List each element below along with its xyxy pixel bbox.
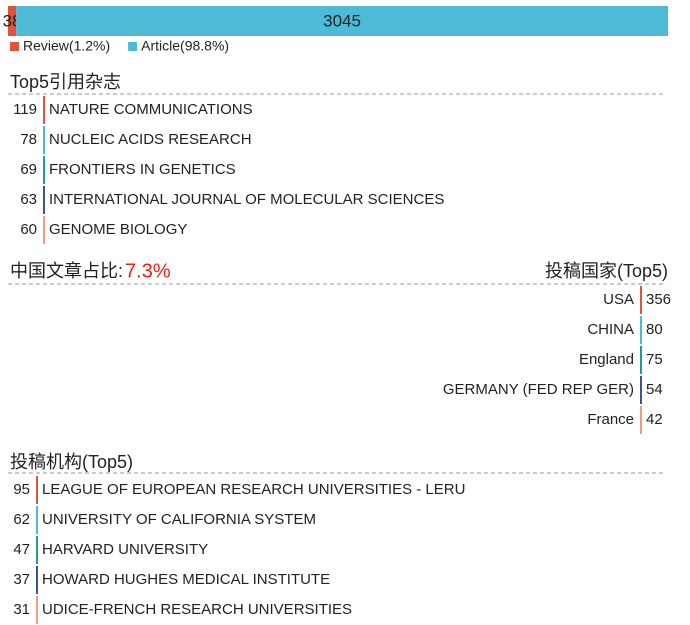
segment-label: 3045: [323, 11, 361, 30]
row-count: 54: [646, 381, 663, 398]
row-count: 75: [646, 351, 663, 368]
legend-swatch: [128, 42, 138, 51]
row-name: UDICE-FRENCH RESEARCH UNIVERSITIES: [42, 601, 352, 618]
china-share-value: 7.3%: [125, 260, 171, 282]
row-name: NATURE COMMUNICATIONS: [49, 101, 253, 118]
row-name: HOWARD HUGHES MEDICAL INSTITUTE: [42, 571, 330, 588]
row-accent: [640, 406, 642, 434]
row-name: INTERNATIONAL JOURNAL OF MOLECULAR SCIEN…: [49, 191, 444, 208]
row-name: FRONTIERS IN GENETICS: [49, 161, 236, 178]
row-name: NUCLEIC ACIDS RESEARCH: [49, 131, 252, 148]
row-count: 37: [13, 571, 30, 588]
legend-swatch: [10, 42, 19, 51]
row-accent: [43, 96, 45, 124]
row-accent: [36, 506, 38, 534]
row-name: USA: [603, 291, 634, 308]
share-segment: [8, 6, 17, 36]
row-name: HARVARD UNIVERSITY: [42, 541, 208, 558]
row-count: 42: [646, 411, 663, 428]
section-title: 投稿机构(Top5): [10, 452, 133, 472]
row-accent: [640, 316, 642, 344]
row-count: 62: [13, 511, 30, 528]
row-accent: [43, 156, 45, 184]
row-count: 80: [646, 321, 663, 338]
row-accent: [36, 476, 38, 504]
row-name: GERMANY (FED REP GER): [443, 381, 634, 398]
row-count: 60: [20, 221, 37, 238]
section-title: Top5引用杂志: [10, 72, 121, 92]
row-accent: [36, 566, 38, 594]
row-count: 47: [13, 541, 30, 558]
row-name: CHINA: [587, 321, 634, 338]
row-count: 78: [20, 131, 37, 148]
row-count: 356: [646, 291, 671, 308]
row-name: GENOME BIOLOGY: [49, 221, 187, 238]
row-accent: [640, 376, 642, 404]
row-accent: [640, 346, 642, 374]
section-title: 投稿国家(Top5): [545, 261, 668, 281]
row-count: 69: [20, 161, 37, 178]
china-share-label: 中国文章占比:: [10, 261, 123, 281]
row-count: 95: [13, 481, 30, 498]
row-accent: [43, 186, 45, 214]
row-accent: [36, 536, 38, 564]
row-name: France: [587, 411, 634, 428]
row-name: UNIVERSITY OF CALIFORNIA SYSTEM: [42, 511, 316, 528]
row-name: LEAGUE OF EUROPEAN RESEARCH UNIVERSITIES…: [42, 481, 465, 498]
row-accent: [640, 286, 642, 314]
share-segment: [16, 6, 668, 36]
row-count: 63: [20, 191, 37, 208]
row-count: 119: [13, 101, 37, 118]
legend-label: Article(98.8%): [141, 38, 229, 54]
row-name: England: [579, 351, 634, 368]
row-count: 31: [13, 601, 30, 618]
row-accent: [36, 596, 38, 624]
legend-label: Review(1.2%): [23, 38, 110, 54]
row-accent: [43, 216, 45, 244]
row-accent: [43, 126, 45, 154]
